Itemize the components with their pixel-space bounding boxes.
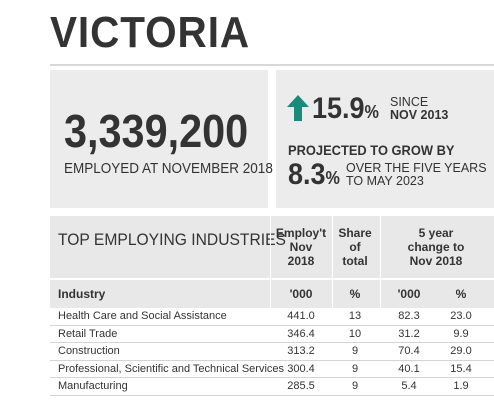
page-title: VICTORIA [50, 8, 251, 57]
up-arrow-icon [287, 95, 309, 121]
cell-change-pct: 29.0 [450, 345, 472, 357]
employed-label: EMPLOYED AT NOVEMBER 2018 [64, 160, 273, 177]
growth-since-line2: NOV 2013 [390, 108, 449, 122]
cell-industry: Retail Trade [58, 327, 118, 340]
cell-change: 70.4 [398, 345, 420, 357]
col-header-change: 5 year change to Nov 2018 [407, 226, 465, 268]
cell-employ: 285.5 [287, 380, 315, 392]
cell-change-pct: 23.0 [450, 310, 472, 322]
cell-share: 9 [351, 380, 359, 392]
growth-since-line1: SINCE [390, 95, 429, 109]
title-divider [50, 64, 494, 66]
cell-industry: Construction [58, 345, 120, 357]
cell-change: 40.1 [398, 362, 420, 375]
table-row: Health Care and Social Assistance 441.0 … [50, 308, 494, 326]
growth-row: 15.9% SINCE NOV 2013 [286, 92, 486, 128]
cell-change-pct: 1.9 [453, 380, 469, 392]
projection-text-line1: OVER THE FIVE YEARS [346, 161, 487, 175]
projection-text: OVER THE FIVE YEARS TO MAY 2023 [346, 162, 487, 188]
cell-employ: 300.4 [287, 362, 315, 375]
cell-industry: Manufacturing [58, 380, 128, 392]
subheader-share: % [349, 287, 361, 301]
cell-share: 13 [348, 310, 362, 322]
table-row: Construction 313.2 9 70.4 29.0 [50, 343, 494, 361]
subheader-employ: '000 [289, 287, 313, 301]
subheader-separator [380, 280, 381, 308]
growth-since: SINCE NOV 2013 [390, 96, 448, 122]
industries-table: TOP EMPLOYING INDUSTRIES Employ't Nov 2018… [50, 216, 494, 396]
growth-stat-card: 15.9% SINCE NOV 2013 PROJECTED TO GROW B… [276, 70, 494, 208]
projection-value: 8.3% [288, 158, 340, 191]
header-separator [270, 216, 271, 278]
table-subheader: Industry '000 % '000 % [50, 280, 494, 308]
table-row: Manufacturing 285.5 9 5.4 1.9 [50, 378, 494, 396]
header-separator [380, 216, 381, 278]
subheader-change-pct: % [455, 287, 467, 301]
cell-employ: 346.4 [287, 327, 315, 340]
subheader-industry: Industry [58, 287, 106, 301]
employed-value: 3,339,200 [64, 105, 249, 157]
subheader-separator [332, 280, 333, 308]
table-row: Retail Trade 346.4 10 31.2 9.9 [50, 326, 494, 343]
cell-share: 10 [348, 327, 362, 340]
table-title: TOP EMPLOYING INDUSTRIES [58, 230, 286, 249]
cell-industry: Professional, Scientific and Technical S… [58, 362, 285, 375]
projection-row: 8.3% OVER THE FIVE YEARS TO MAY 2023 [288, 158, 488, 192]
cell-change-pct: 15.4 [450, 362, 472, 375]
table-header: TOP EMPLOYING INDUSTRIES Employ't Nov 2018… [50, 216, 494, 278]
table-row: Professional, Scientific and Technical S… [50, 361, 494, 378]
growth-percent-sign: % [364, 102, 379, 122]
projection-text-line2: TO MAY 2023 [346, 174, 424, 188]
employed-stat-card: 3,339,200 EMPLOYED AT NOVEMBER 2018 [50, 70, 273, 208]
subheader-separator [270, 280, 271, 308]
col-header-employ: Employ't Nov 2018 [275, 226, 327, 268]
cell-employ: 313.2 [287, 345, 315, 357]
col-header-share: Share of total [338, 226, 372, 268]
cell-change-pct: 9.9 [453, 327, 469, 340]
cell-change: 31.2 [398, 327, 420, 340]
cell-industry: Health Care and Social Assistance [58, 310, 227, 322]
cell-share: 9 [351, 345, 359, 357]
projection-percent-sign: % [325, 168, 340, 188]
cell-change: 82.3 [398, 310, 420, 322]
cell-share: 9 [351, 362, 359, 375]
cell-employ: 441.0 [287, 310, 315, 322]
stats-panel: 3,339,200 EMPLOYED AT NOVEMBER 2018 15.9… [50, 70, 494, 208]
header-separator [332, 216, 333, 278]
cell-change: 5.4 [401, 380, 417, 392]
projection-label: PROJECTED TO GROW BY [288, 142, 455, 158]
growth-value: 15.9% [312, 92, 379, 125]
subheader-change-abs: '000 [397, 287, 421, 301]
